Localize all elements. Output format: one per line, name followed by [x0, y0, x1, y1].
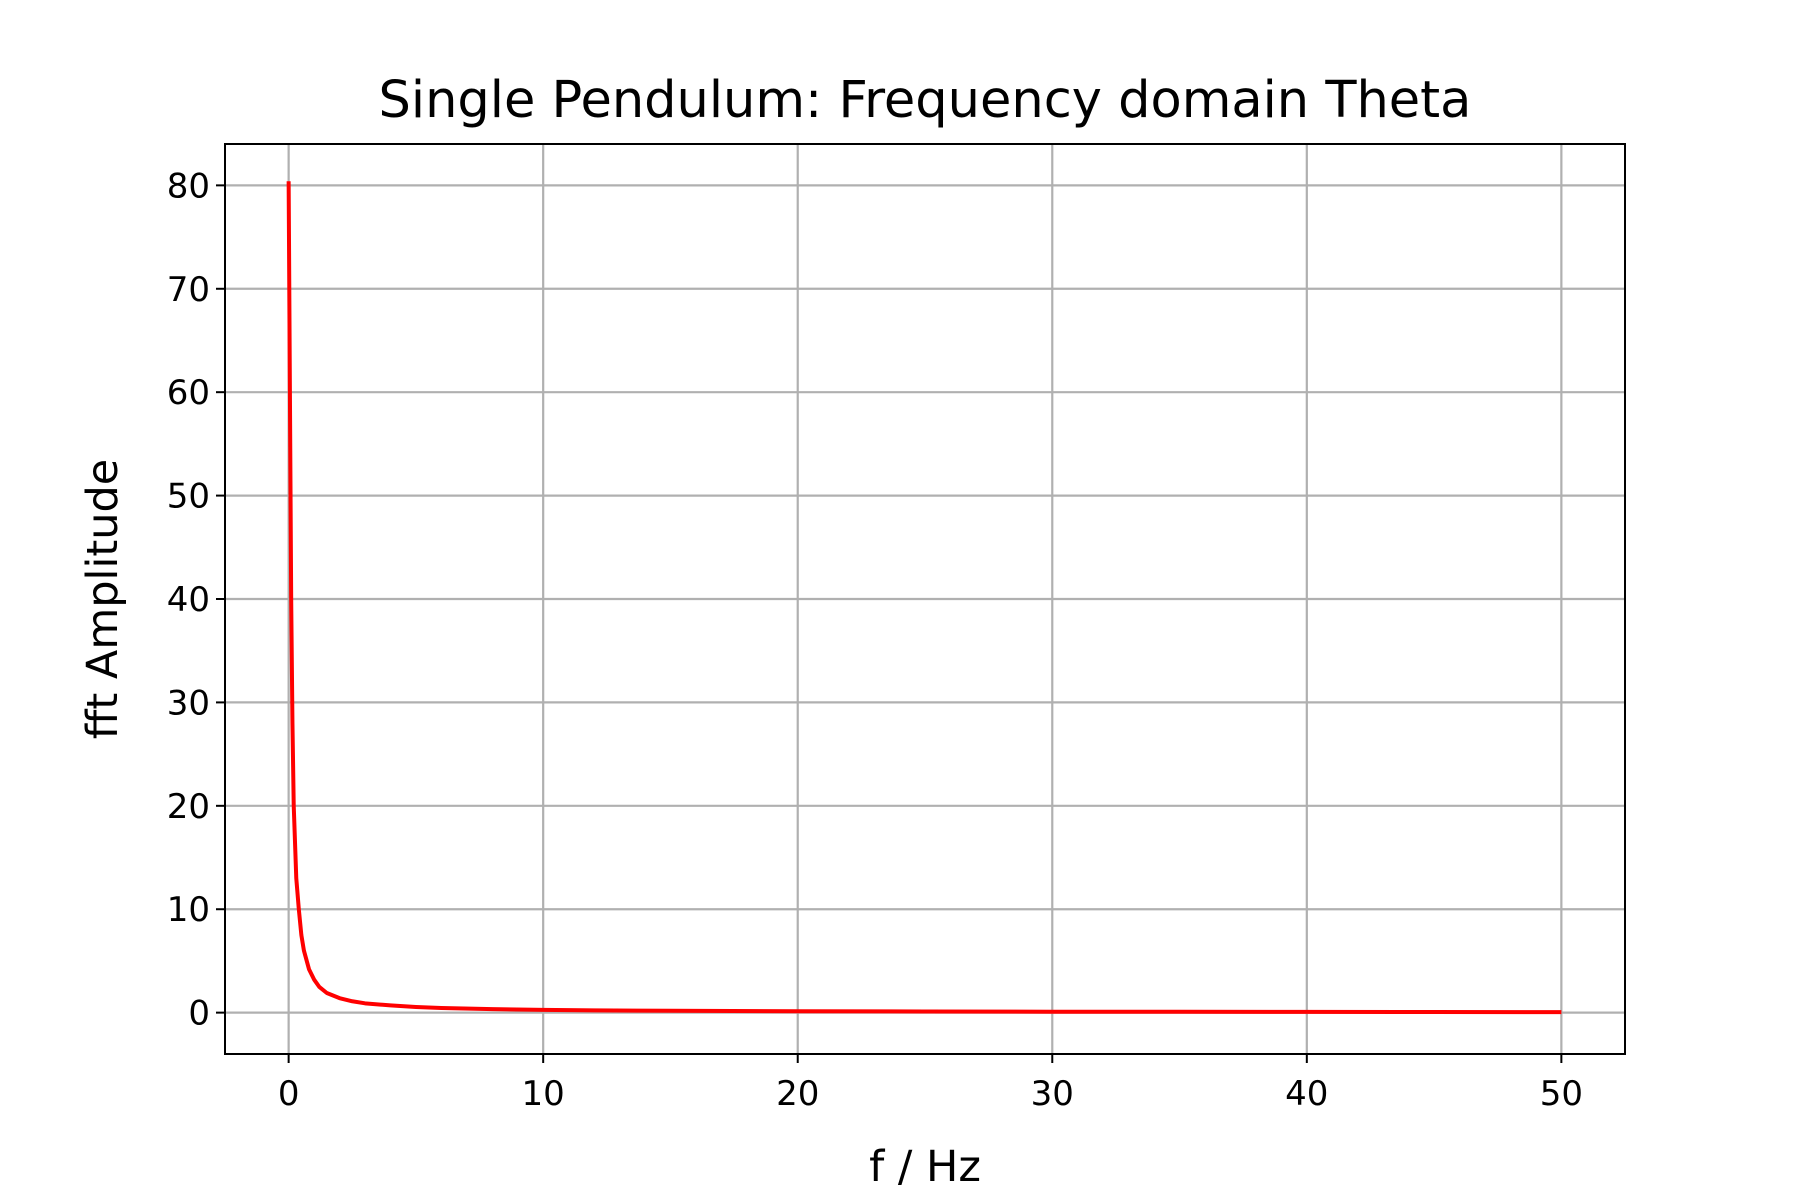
axis-ticks: 0 10 20 30 40 50 0 10 20 30 40 50 60 70 80: [167, 166, 1583, 1114]
y-tick-label-5: 50: [167, 477, 210, 517]
x-tick-label-0: 0: [278, 1074, 300, 1114]
x-tick-label-5: 50: [1540, 1074, 1583, 1114]
y-tick-label-4: 40: [167, 580, 210, 620]
y-tick-label-1: 10: [167, 890, 210, 930]
x-tick-label-3: 30: [1031, 1074, 1074, 1114]
chart-title: Single Pendulum: Frequency domain Theta: [379, 71, 1472, 130]
x-axis-label: f / Hz: [869, 1142, 981, 1192]
series-line-0: [286, 181, 1562, 1015]
y-tick-label-2: 20: [167, 787, 210, 827]
y-tick-label-0: 0: [188, 994, 210, 1034]
x-tick-label-4: 40: [1285, 1074, 1328, 1114]
y-axis-label: fft Amplitude: [78, 459, 128, 740]
x-tick-label-2: 20: [776, 1074, 819, 1114]
y-tick-label-8: 80: [167, 166, 210, 206]
series-layer: [286, 181, 1562, 1015]
y-tick-label-7: 70: [167, 270, 210, 310]
x-tick-label-1: 10: [522, 1074, 565, 1114]
y-tick-label-3: 30: [167, 683, 210, 723]
y-tick-label-6: 60: [167, 373, 210, 413]
